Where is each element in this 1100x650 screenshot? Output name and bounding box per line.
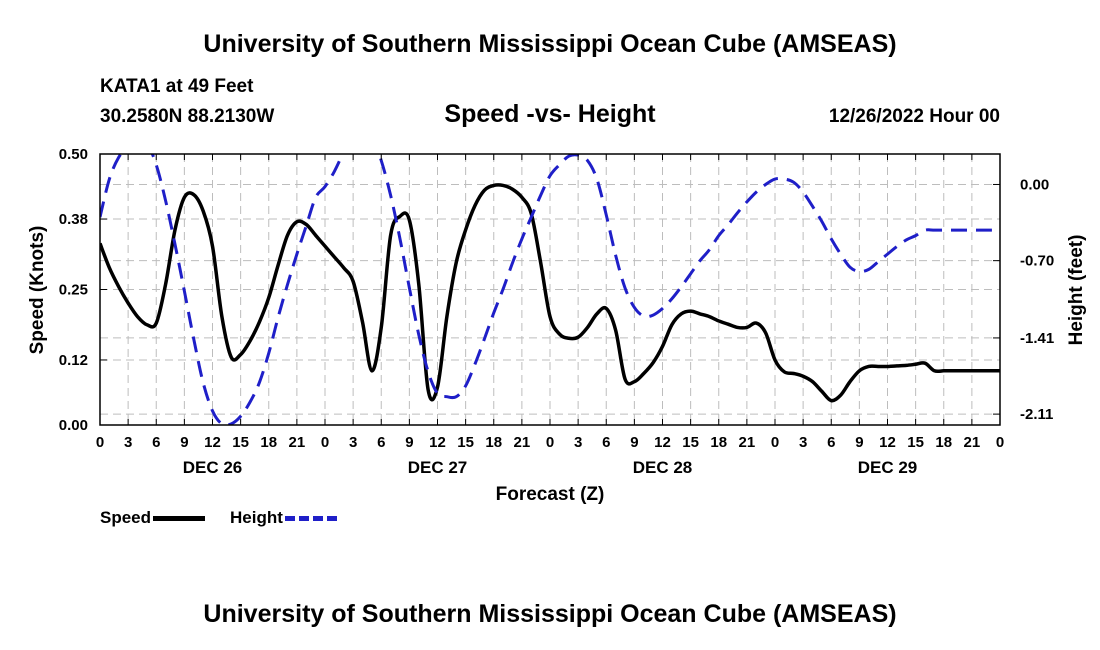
x-tick-label: 15: [907, 434, 924, 451]
x-axis-label: Forecast (Z): [496, 484, 605, 505]
y-tick-label-right: 0.00: [1020, 176, 1049, 193]
x-tick-label: 6: [152, 434, 160, 451]
x-tick-label: 3: [124, 434, 132, 451]
day-label: DEC 27: [408, 458, 468, 477]
station-coords: 30.2580N 88.2130W: [100, 106, 275, 127]
x-tick-label: 6: [377, 434, 385, 451]
x-tick-label: 15: [457, 434, 474, 451]
x-tick-label: 21: [964, 434, 981, 451]
x-tick-label: 18: [485, 434, 502, 451]
x-tick-label: 21: [739, 434, 756, 451]
x-tick-label: 18: [710, 434, 727, 451]
x-tick-label: 21: [289, 434, 306, 451]
x-tick-label: 12: [429, 434, 446, 451]
x-tick-label: 9: [180, 434, 188, 451]
legend-height-label: Height: [230, 508, 283, 527]
y-tick-label-right: -2.11: [1020, 406, 1053, 423]
x-tick-label: 9: [855, 434, 863, 451]
forecast-datetime: 12/26/2022 Hour 00: [828, 106, 1000, 127]
station-label: KATA1 at 49 Feet: [100, 76, 254, 97]
y-tick-label-left: 0.38: [59, 211, 88, 228]
x-tick-label: 12: [879, 434, 896, 451]
y-tick-label-right: -1.41: [1020, 330, 1054, 347]
grid-lines: [99, 153, 1001, 426]
x-tick-label: 0: [321, 434, 329, 451]
y-tick-label-left: 0.00: [59, 417, 88, 434]
speed-series-line: [100, 183, 1000, 403]
height-series-line: [100, 154, 1000, 425]
day-label: DEC 28: [633, 458, 693, 477]
series-layer: [100, 154, 1000, 425]
x-tick-label: 3: [349, 434, 357, 451]
chart-subtitle: Speed -vs- Height: [444, 100, 656, 128]
x-tick-label: 6: [827, 434, 835, 451]
x-tick-label: 0: [996, 434, 1004, 451]
footer-title: University of Southern Mississippi Ocean…: [203, 600, 897, 628]
x-tick-label: 9: [405, 434, 413, 451]
legend-height: Height: [230, 508, 337, 528]
x-tick-label: 6: [602, 434, 610, 451]
day-label: DEC 26: [183, 458, 243, 477]
legend-height-swatch: [284, 515, 337, 521]
x-tick-label: 12: [654, 434, 671, 451]
axes: 0 3 6 9 12 15 18 21 0 3 6 9 12 15 18 21 0 3 6 9 12 15 18 21 0 3 6 9…: [59, 146, 1054, 477]
chart-title: University of Southern Mississippi Ocean…: [203, 30, 897, 58]
x-tick-label: 0: [546, 434, 554, 451]
legend-speed-swatch: [153, 515, 206, 521]
x-tick-label: 0: [96, 434, 104, 451]
x-tick-label: 18: [935, 434, 952, 451]
legend-speed: Speed: [100, 508, 206, 528]
x-tick-label: 9: [630, 434, 638, 451]
x-tick-label: 15: [232, 434, 249, 451]
x-tick-label: 21: [514, 434, 531, 451]
y-tick-label-left: 0.12: [59, 352, 88, 369]
legend-speed-label: Speed: [100, 508, 152, 527]
x-tick-label: 3: [574, 434, 582, 451]
y-tick-label-left: 0.50: [59, 146, 88, 163]
y-axis-left-label: Speed (Knots): [27, 226, 48, 355]
y-axis-right-label: Height (feet): [1066, 235, 1087, 346]
y-tick-label-right: -0.70: [1020, 253, 1054, 270]
x-tick-label: 12: [204, 434, 221, 451]
x-tick-label: 18: [260, 434, 277, 451]
x-tick-label: 3: [799, 434, 807, 451]
x-tick-label: 0: [771, 434, 779, 451]
y-tick-label-left: 0.25: [59, 282, 88, 299]
x-tick-label: 15: [682, 434, 699, 451]
day-label: DEC 29: [858, 458, 918, 477]
